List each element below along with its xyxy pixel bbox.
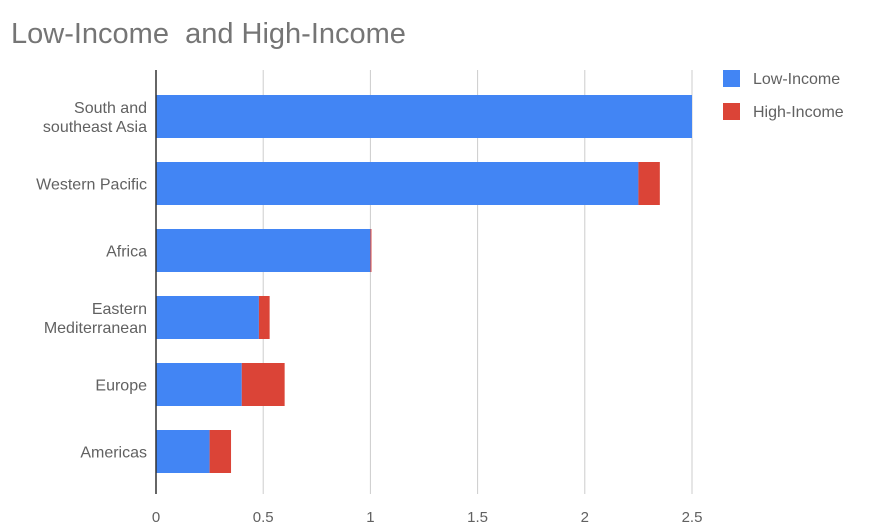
gridlines	[262, 70, 693, 494]
x-tick-label: 2.5	[682, 509, 703, 526]
legend: Low-Income High-Income	[723, 70, 844, 121]
bar-high-income	[370, 229, 372, 272]
bar-low-income	[156, 430, 210, 473]
bar-low-income	[156, 229, 371, 272]
category-labels: South and southeast Asia Western Pacific Af…	[36, 100, 147, 462]
category-label: South and southeast Asia	[43, 100, 147, 136]
bar-low-income	[156, 95, 692, 138]
category-label: Africa	[106, 244, 147, 261]
category-label-line: Western Pacific	[36, 177, 147, 194]
category-label: Americas	[80, 445, 147, 462]
category-label-line: Americas	[80, 445, 147, 462]
x-tick-label: 0.5	[253, 509, 274, 526]
legend-label-low-income: Low-Income	[753, 71, 840, 88]
bar-high-income	[241, 363, 285, 406]
category-label-line: southeast Asia	[43, 119, 147, 136]
category-label-line: Eastern	[92, 301, 147, 318]
bar-low-income	[156, 296, 259, 339]
category-label-line: Europe	[95, 378, 147, 395]
category-label: Europe	[95, 378, 147, 395]
category-label-line: Mediterranean	[44, 320, 147, 337]
bar-low-income	[156, 363, 242, 406]
bar-high-income	[209, 430, 232, 473]
x-tick-label: 1.5	[467, 509, 488, 526]
x-tick-label: 2	[581, 509, 589, 526]
x-tick-labels: 0 0.5 1 1.5 2 2.5	[152, 509, 703, 526]
chart-title: Low-Income and High-Income	[11, 18, 406, 50]
bar-high-income	[258, 296, 270, 339]
legend-swatch-high-income	[723, 103, 740, 120]
bar-high-income	[638, 162, 660, 205]
legend-label-high-income: High-Income	[753, 104, 844, 121]
category-label: Western Pacific	[36, 177, 147, 194]
category-label-line: South and	[74, 100, 147, 117]
category-label: Eastern Mediterranean	[44, 301, 147, 337]
bar-low-income	[156, 162, 639, 205]
x-tick-label: 1	[366, 509, 374, 526]
x-tick-label: 0	[152, 509, 160, 526]
legend-swatch-low-income	[723, 70, 740, 87]
bars	[156, 95, 692, 473]
category-label-line: Africa	[106, 244, 147, 261]
